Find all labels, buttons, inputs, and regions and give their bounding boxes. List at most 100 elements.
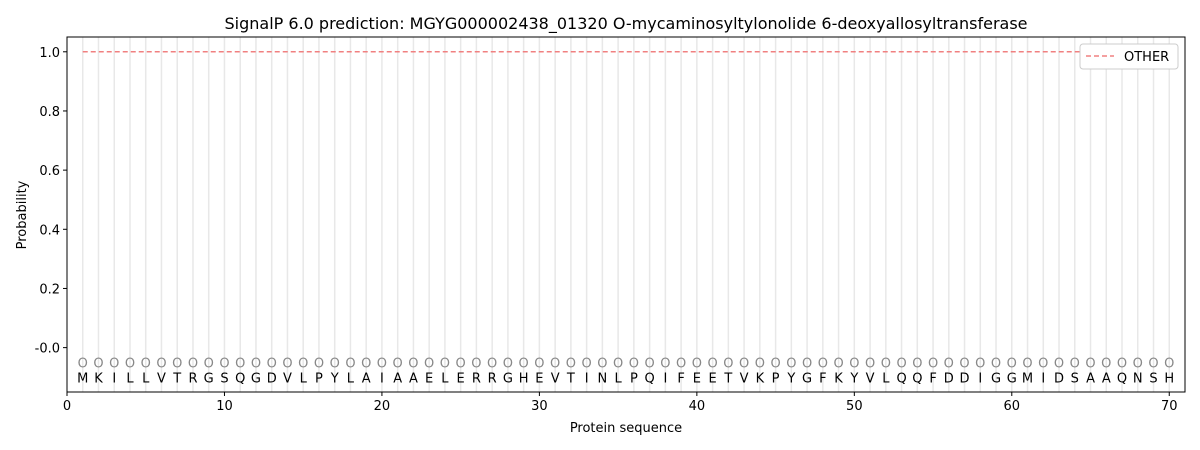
y-tick-label: 0.6 <box>39 164 60 179</box>
residue-label: G <box>802 371 812 386</box>
residue-marker: O <box>219 356 229 371</box>
residue-label: L <box>142 371 150 386</box>
residue-label: E <box>708 371 716 386</box>
y-tick-label: 1.0 <box>39 46 60 61</box>
residue-label: E <box>535 371 543 386</box>
residue-marker: O <box>1133 356 1143 371</box>
residue-label: D <box>960 371 970 386</box>
residue-marker: O <box>613 356 623 371</box>
residue-label: Y <box>849 371 858 386</box>
residue-label: A <box>409 371 418 386</box>
residue-label: V <box>866 371 875 386</box>
residue-marker: O <box>786 356 796 371</box>
residue-label: R <box>188 371 197 386</box>
x-tick-label: 0 <box>63 399 71 414</box>
residue-label: E <box>693 371 701 386</box>
y-tick-label: 0.2 <box>39 282 60 297</box>
residue-label: N <box>598 371 608 386</box>
residue-label: Q <box>912 371 922 386</box>
residue-label: F <box>677 371 684 386</box>
residue-marker: O <box>1007 356 1017 371</box>
residue-label: K <box>756 371 765 386</box>
residue-marker: O <box>865 356 875 371</box>
residue-marker: O <box>881 356 891 371</box>
residue-marker: O <box>204 356 214 371</box>
residue-marker: O <box>125 356 135 371</box>
residue-label: L <box>347 371 355 386</box>
residue-marker: O <box>944 356 954 371</box>
chart-title: SignalP 6.0 prediction: MGYG000002438_01… <box>225 14 1028 34</box>
x-axis-label: Protein sequence <box>570 421 682 436</box>
residue-label: F <box>819 371 826 386</box>
residue-marker: O <box>156 356 166 371</box>
residue-label: I <box>1041 371 1045 386</box>
residue-label: A <box>1102 371 1111 386</box>
residue-marker: O <box>267 356 277 371</box>
residue-marker: O <box>345 356 355 371</box>
residue-marker: O <box>503 356 513 371</box>
y-tick-label: 0.8 <box>39 105 60 120</box>
residue-label: D <box>1054 371 1064 386</box>
x-tick-label: 50 <box>846 399 863 414</box>
residue-marker: O <box>424 356 434 371</box>
residue-marker: O <box>393 356 403 371</box>
residue-marker: O <box>959 356 969 371</box>
y-tick-label: -0.0 <box>35 342 60 357</box>
residue-label: H <box>519 371 529 386</box>
residue-label: L <box>126 371 134 386</box>
residue-label: P <box>630 371 638 386</box>
legend-label-other: OTHER <box>1124 50 1169 65</box>
residue-label: I <box>112 371 116 386</box>
residue-marker: O <box>928 356 938 371</box>
residue-marker: O <box>251 356 261 371</box>
legend-box <box>1079 43 1179 70</box>
residue-label: V <box>740 371 749 386</box>
residue-label: D <box>267 371 277 386</box>
residue-marker: O <box>1148 356 1158 371</box>
residue-marker: O <box>314 356 324 371</box>
x-tick-label: 60 <box>1004 399 1021 414</box>
residue-marker: O <box>109 356 119 371</box>
residue-marker: O <box>188 356 198 371</box>
residue-marker: O <box>692 356 702 371</box>
residue-marker: O <box>991 356 1001 371</box>
x-tick-label: 40 <box>689 399 706 414</box>
residue-label: R <box>472 371 481 386</box>
residue-marker: O <box>739 356 749 371</box>
residue-marker: O <box>408 356 418 371</box>
residue-marker: O <box>1085 356 1095 371</box>
residue-label: V <box>283 371 292 386</box>
residue-marker: O <box>172 356 182 371</box>
residue-label: M <box>1022 371 1033 386</box>
residue-label: V <box>157 371 166 386</box>
residue-marker: O <box>1070 356 1080 371</box>
residue-label: H <box>1164 371 1174 386</box>
residue-label: Q <box>235 371 245 386</box>
residue-label: Y <box>786 371 795 386</box>
residue-label: R <box>488 371 497 386</box>
residue-label: G <box>251 371 261 386</box>
residue-marker: O <box>660 356 670 371</box>
x-tick-label: 10 <box>216 399 233 414</box>
residue-marker: O <box>818 356 828 371</box>
residue-marker: O <box>723 356 733 371</box>
residue-marker: O <box>707 356 717 371</box>
residue-marker: O <box>676 356 686 371</box>
residue-marker: O <box>645 356 655 371</box>
residue-label: G <box>503 371 513 386</box>
residue-label: L <box>441 371 449 386</box>
residue-marker: O <box>566 356 576 371</box>
residue-label: N <box>1133 371 1143 386</box>
residue-marker: O <box>1038 356 1048 371</box>
residue-marker: O <box>1054 356 1064 371</box>
residue-label: I <box>978 371 982 386</box>
residue-label: A <box>1086 371 1095 386</box>
residue-marker: O <box>833 356 843 371</box>
residue-label: E <box>425 371 433 386</box>
residue-label: G <box>991 371 1001 386</box>
residue-marker: O <box>534 356 544 371</box>
residue-label: G <box>204 371 214 386</box>
residue-label: K <box>94 371 103 386</box>
x-tick-label: 20 <box>374 399 391 414</box>
